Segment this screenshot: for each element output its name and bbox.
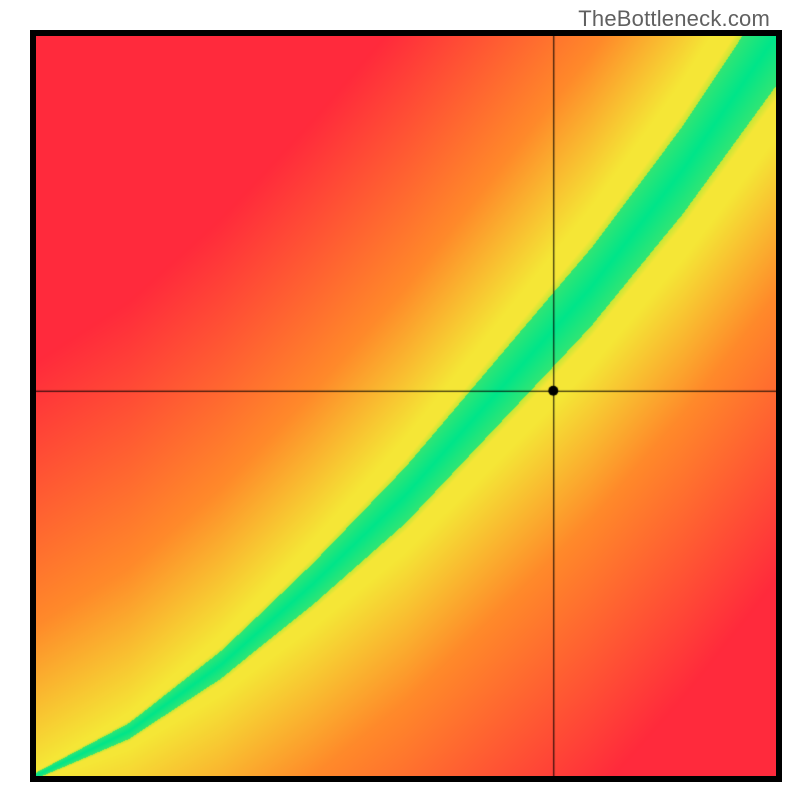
- plot-frame: [30, 30, 782, 782]
- chart-wrapper: TheBottleneck.com: [0, 0, 800, 800]
- heatmap-canvas: [36, 36, 776, 776]
- watermark-text: TheBottleneck.com: [578, 6, 770, 32]
